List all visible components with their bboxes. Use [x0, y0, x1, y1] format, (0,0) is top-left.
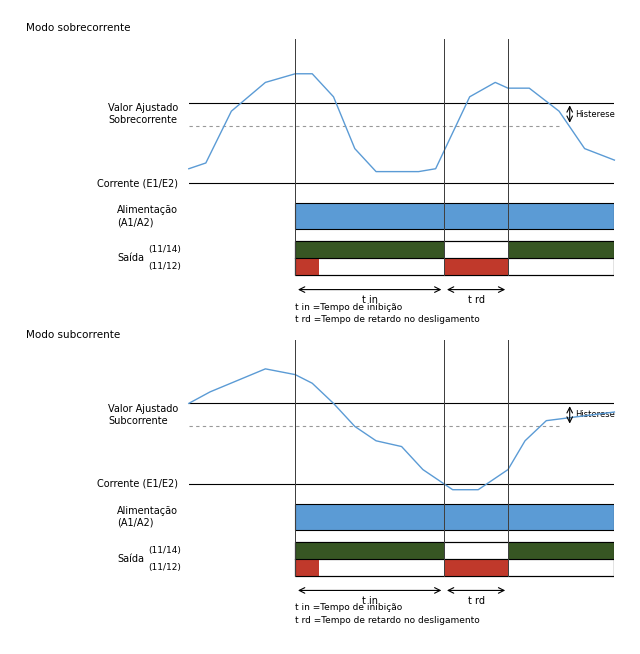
Text: (11/14): (11/14)	[148, 245, 181, 254]
Text: t in =Tempo de inibição: t in =Tempo de inibição	[295, 303, 403, 311]
Text: (11/12): (11/12)	[148, 262, 181, 271]
Text: t in: t in	[362, 596, 378, 606]
Text: (11/14): (11/14)	[148, 545, 181, 555]
Text: Alimentação
(A1/A2): Alimentação (A1/A2)	[117, 205, 178, 227]
Text: Modo sobrecorrente: Modo sobrecorrente	[26, 23, 130, 33]
Text: Histerese: Histerese	[575, 110, 614, 118]
Bar	[295, 241, 444, 258]
Text: Alimentação
(A1/A2): Alimentação (A1/A2)	[117, 506, 178, 528]
Bar	[444, 258, 508, 275]
Text: t rd =Tempo de retardo no desligamento: t rd =Tempo de retardo no desligamento	[295, 315, 480, 324]
Bar	[295, 559, 319, 576]
Text: Saída: Saída	[117, 554, 144, 564]
Text: t rd: t rd	[468, 596, 484, 606]
Bar	[295, 504, 614, 530]
Text: t rd =Tempo de retardo no desligamento: t rd =Tempo de retardo no desligamento	[295, 616, 480, 625]
Text: t in =Tempo de inibição: t in =Tempo de inibição	[295, 604, 403, 612]
Bar	[295, 203, 614, 229]
Text: Histerese: Histerese	[575, 411, 614, 419]
Bar	[295, 241, 614, 275]
Text: t in: t in	[362, 295, 378, 305]
Bar	[508, 542, 614, 559]
Bar	[295, 241, 614, 275]
Bar	[295, 542, 614, 576]
Text: Corrente (E1/E2): Corrente (E1/E2)	[97, 178, 178, 188]
Text: t rd: t rd	[468, 295, 484, 305]
Text: Saída: Saída	[117, 253, 144, 263]
Text: Valor Ajustado
Subcorrente: Valor Ajustado Subcorrente	[108, 404, 178, 426]
Bar	[295, 542, 444, 559]
Text: Valor Ajustado
Sobrecorrente: Valor Ajustado Sobrecorrente	[108, 103, 178, 125]
Bar	[295, 258, 319, 275]
Bar	[444, 559, 508, 576]
Bar	[508, 241, 614, 258]
Bar	[295, 542, 614, 576]
Text: Modo subcorrente: Modo subcorrente	[26, 330, 120, 340]
Text: Corrente (E1/E2): Corrente (E1/E2)	[97, 479, 178, 489]
Text: (11/12): (11/12)	[148, 563, 181, 572]
